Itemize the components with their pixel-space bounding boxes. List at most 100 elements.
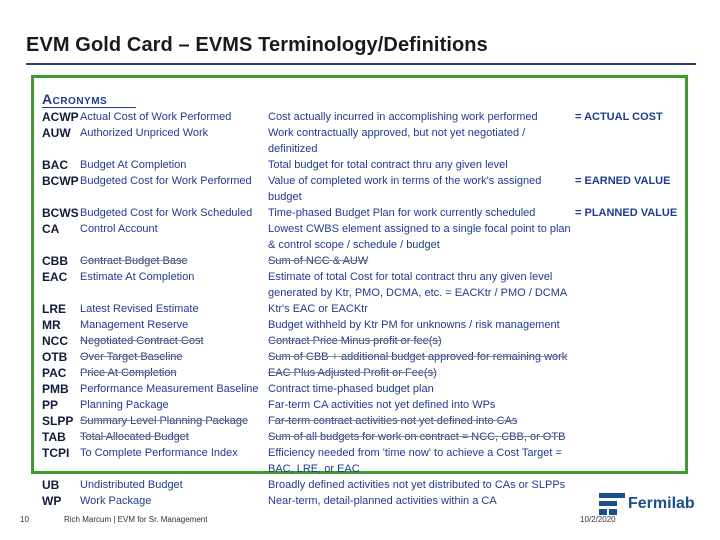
acronym-definition: Ktr's EAC or EACKtr [268,303,368,315]
acronym-code: PMB [42,382,69,396]
acronym-term: Management Reserve [80,319,189,331]
acronym-equivalent [575,125,685,157]
acronym-term: Planning Package [80,399,169,411]
acronym-code: BCWS [42,206,79,220]
acronym-equivalent [575,365,685,381]
acronym-row: ACWP Actual Cost of Work Performed Cost ac… [34,109,685,125]
acronym-equivalent [575,397,685,413]
acronym-term: Control Account [80,223,158,235]
slide-title: EVM Gold Card – EVMS Terminology/Definit… [26,34,488,56]
acronym-row: BCWS Budgeted Cost for Work Scheduled Time… [34,205,685,221]
acronym-code: UB [42,478,60,492]
acronym-row: OTB Over Target Baseline Sum of CBB + addi… [34,349,685,365]
acronym-row: UB Undistributed Budget Broadly defined ac… [34,477,685,493]
acronym-code: NCC [42,334,68,348]
acronym-row: NCC Negotiated Contract Cost Contract Pric… [34,333,685,349]
acronym-row: LRE Latest Revised Estimate Ktr's EAC or E… [34,301,685,317]
acronym-row: CA Control Account Lowest CWBS element ass… [34,221,685,253]
logo-text: Fermilab [628,495,695,512]
acronym-table: ACWP Actual Cost of Work Performed Cost ac… [34,109,685,509]
acronym-definition: Value of completed work in terms of the … [268,175,542,203]
acronym-equivalent [575,429,685,445]
fermilab-logo-icon [599,493,625,515]
acronym-term: To Complete Performance Index [80,447,238,459]
acronym-term: Summary Level Planning Package [80,415,249,427]
acronym-term: Negotiated Contract Cost [80,335,204,347]
acronyms-heading: Acronyms [42,91,108,107]
acronym-definition: Sum of all budgets for work on contract … [268,431,566,443]
acronym-term: Contract Budget Base [80,255,188,267]
acronym-equivalent [575,317,685,333]
acronym-code: WP [42,494,62,508]
acronym-code: MR [42,318,61,332]
heading-underline [42,107,136,108]
acronym-definition: Contract Price Minus profit or fee(s) [268,335,442,347]
acronym-code: TAB [42,430,66,444]
acronym-equivalent [575,445,685,477]
acronym-equivalent [575,221,685,253]
acronym-row: PAC Price At Completion EAC Plus Adjusted … [34,365,685,381]
acronym-row: BAC Budget At Completion Total budget for … [34,157,685,173]
acronym-equivalent [575,381,685,397]
gold-card: Acronyms ACWP Actual Cost of Work Perform… [31,75,688,508]
acronym-code: TCPI [42,446,70,460]
acronym-equivalent [575,333,685,349]
acronym-definition: Cost actually incurred in accomplishing … [268,111,538,123]
acronym-definition: Estimate of total Cost for total contrac… [268,271,568,299]
acronym-term: Total Allocated Budget [80,431,189,443]
acronym-definition: Total budget for total contract thru any… [268,159,508,171]
acronym-definition: Budget withheld by Ktr PM for unknowns /… [268,319,560,331]
acronym-code: LRE [42,302,66,316]
footer-date: 10/2/2020 [580,515,616,524]
acronym-term: Undistributed Budget [80,479,183,491]
acronym-equivalent: = ACTUAL COST [575,111,663,123]
title-divider [26,63,696,65]
acronym-row: TCPI To Complete Performance Index Efficie… [34,445,685,477]
footer-author: Rich Marcum | EVM for Sr. Management [64,515,208,524]
acronym-term: Budgeted Cost for Work Scheduled [80,207,253,219]
acronym-term: Budget At Completion [80,159,187,171]
acronym-equivalent [575,349,685,365]
acronym-equivalent: = PLANNED VALUE [575,207,678,219]
acronym-term: Over Target Baseline [80,351,183,363]
acronym-row: CBB Contract Budget Base Sum of NCC & AUW [34,253,685,269]
acronym-term: Latest Revised Estimate [80,303,199,315]
acronym-row: BCWP Budgeted Cost for Work Performed Valu… [34,173,685,205]
acronym-equivalent [575,413,685,429]
acronym-row: PP Planning Package Far-term CA activities… [34,397,685,413]
acronym-term: Actual Cost of Work Performed [80,111,232,123]
acronym-definition: Time-phased Budget Plan for work current… [268,207,536,219]
acronym-row: MR Management Reserve Budget withheld by K… [34,317,685,333]
fermilab-logo: Fermilab [599,493,695,515]
acronym-definition: Broadly defined activities not yet distr… [268,479,566,491]
acronym-definition: Near-term, detail-planned activities wit… [268,495,497,507]
acronym-code: EAC [42,270,68,284]
acronym-equivalent [575,477,685,493]
acronym-equivalent [575,301,685,317]
page-number: 10 [20,515,29,524]
acronym-row: WP Work Package Near-term, detail-planned … [34,493,685,509]
acronym-equivalent [575,253,685,269]
acronym-definition: Contract time-phased budget plan [268,383,434,395]
acronym-definition: Sum of CBB + additional budget approved … [268,351,568,363]
acronym-row: PMB Performance Measurement Baseline Contr… [34,381,685,397]
acronym-term: Work Package [80,495,152,507]
acronym-equivalent [575,157,685,173]
acronym-code: CBB [42,254,68,268]
acronym-code: PP [42,398,59,412]
acronym-row: SLPP Summary Level Planning Package Far-te… [34,413,685,429]
acronym-code: BAC [42,158,68,172]
acronym-code: PAC [42,366,67,380]
acronym-row: EAC Estimate At Completion Estimate of tot… [34,269,685,301]
acronym-term: Performance Measurement Baseline [80,383,259,395]
acronym-term: Price At Completion [80,367,177,379]
acronym-term: Authorized Unpriced Work [80,127,209,139]
acronym-code: OTB [42,350,68,364]
acronym-definition: Far-term contract activities not yet def… [268,415,518,427]
acronym-term: Estimate At Completion [80,271,195,283]
acronym-code: BCWP [42,174,79,188]
acronym-definition: Far-term CA activities not yet defined i… [268,399,496,411]
acronym-row: TAB Total Allocated Budget Sum of all budg… [34,429,685,445]
acronym-equivalent: = EARNED VALUE [575,175,671,187]
acronym-row: AUW Authorized Unpriced Work Work contract… [34,125,685,157]
